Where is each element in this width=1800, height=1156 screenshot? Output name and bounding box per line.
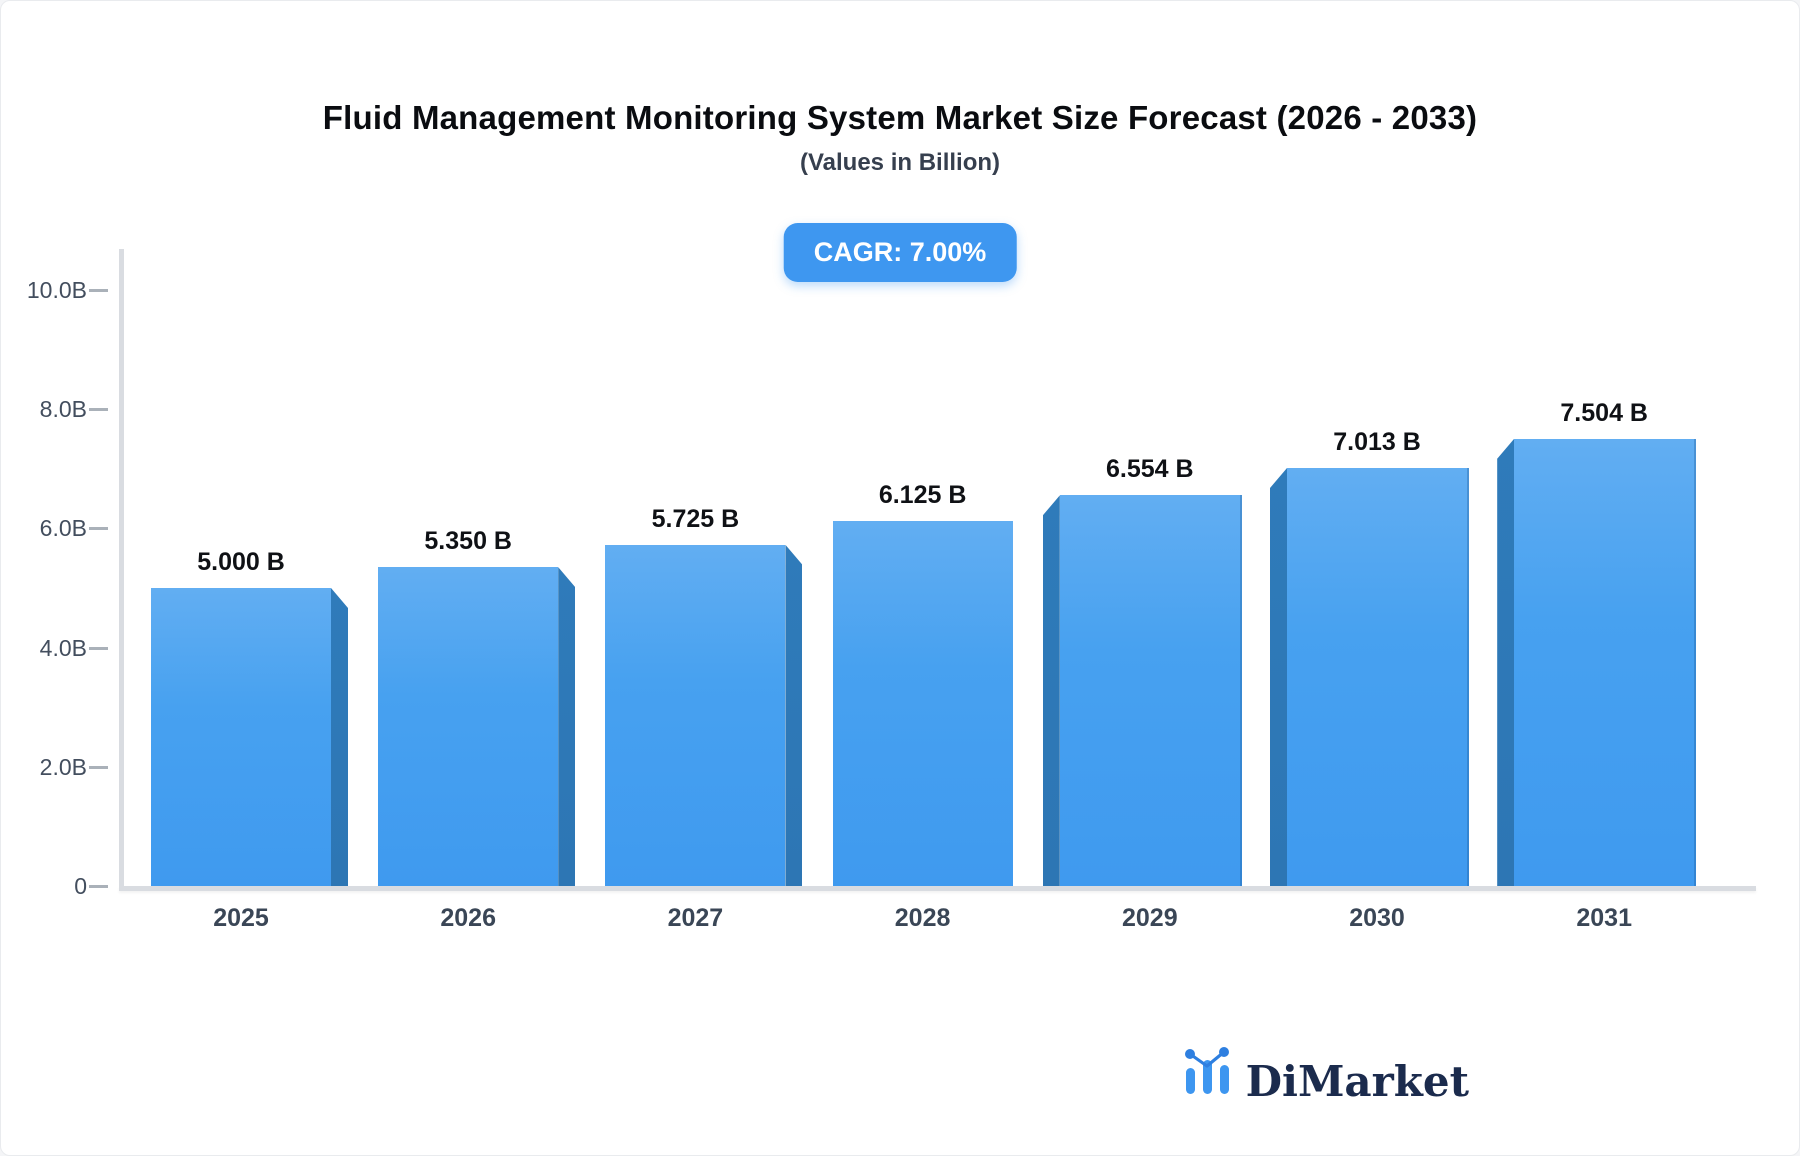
bar-side-panel: [785, 544, 803, 886]
bar-2031: [1514, 438, 1697, 886]
chart-subtitle: (Values in Billion): [799, 149, 1001, 176]
y-tick-label: 4.0B: [39, 634, 87, 661]
y-tick-mark: [89, 408, 108, 412]
y-tick-mark: [89, 527, 108, 531]
bar-value-label: 5.350 B: [424, 527, 512, 556]
chart-title: Fluid Management Monitoring System Marke…: [322, 99, 1478, 136]
bar-side-panel: [1042, 495, 1060, 886]
bar-value-label: 6.125 B: [878, 480, 967, 509]
bar-side-panel: [1270, 468, 1287, 886]
y-tick-label: 6.0B: [39, 515, 87, 542]
bar-side-panel: [558, 567, 576, 886]
x-axis-label: 2029: [1121, 904, 1178, 932]
brand-logo: DiMarket: [1182, 1046, 1469, 1103]
bar-value-label: 5.000 B: [197, 548, 285, 576]
cagr-badge: CAGR: 7.00%: [783, 223, 1017, 282]
bar-2025: [151, 588, 331, 886]
bar-value-label: 7.013 B: [1333, 428, 1421, 457]
x-axis-label: 2026: [440, 904, 496, 932]
y-tick-label: 0: [74, 873, 87, 899]
y-tick-mark: [89, 289, 108, 292]
x-axis-label: 2025: [213, 904, 269, 932]
x-axis-label: 2031: [1576, 904, 1632, 932]
bar-side-panel: [331, 588, 348, 886]
x-axis-label: 2028: [894, 904, 951, 932]
y-axis-line: [119, 249, 124, 889]
bar-2030: [1287, 468, 1469, 886]
brand-name: DiMarket: [1245, 1057, 1469, 1106]
y-tick-mark: [89, 765, 108, 769]
bar-2029: [1059, 495, 1242, 886]
bar-value-label: 5.725 B: [651, 504, 740, 533]
y-tick-mark: [89, 885, 108, 888]
bar-2028: [832, 520, 1013, 886]
x-axis-baseline: [119, 886, 1756, 891]
bar-side-panel: [1497, 438, 1515, 886]
y-tick-label: 2.0B: [39, 753, 87, 780]
y-tick-label: 8.0B: [39, 396, 87, 423]
bar-2027: [605, 544, 786, 886]
bar-value-label: 7.504 B: [1560, 398, 1648, 427]
bar-chart-logo-icon: [1182, 1046, 1234, 1103]
x-axis-label: 2027: [667, 904, 724, 932]
y-tick-label: 10.0B: [26, 277, 87, 303]
x-axis-label: 2030: [1349, 904, 1405, 932]
bar-2026: [378, 567, 559, 886]
bar-value-label: 6.554 B: [1106, 455, 1194, 484]
y-tick-mark: [89, 646, 108, 650]
